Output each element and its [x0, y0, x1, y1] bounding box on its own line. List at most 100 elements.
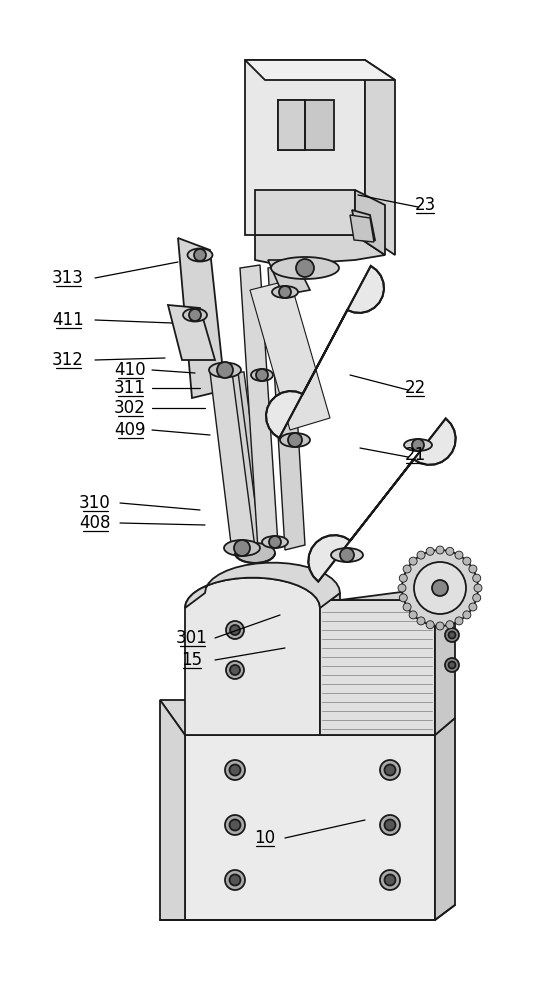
Circle shape — [189, 309, 201, 321]
Polygon shape — [320, 600, 435, 735]
Circle shape — [398, 584, 406, 592]
Circle shape — [455, 551, 463, 559]
Circle shape — [474, 584, 482, 592]
Circle shape — [384, 820, 395, 830]
Circle shape — [194, 249, 206, 261]
Polygon shape — [435, 585, 455, 735]
Circle shape — [225, 870, 245, 890]
Text: 312: 312 — [52, 351, 84, 369]
Polygon shape — [185, 578, 320, 735]
Text: 313: 313 — [52, 269, 84, 287]
Polygon shape — [365, 60, 395, 255]
Text: 408: 408 — [79, 514, 111, 532]
Circle shape — [399, 574, 408, 582]
Circle shape — [417, 617, 425, 625]
Polygon shape — [278, 100, 334, 150]
Text: 10: 10 — [255, 829, 276, 847]
Polygon shape — [268, 265, 305, 550]
Circle shape — [445, 628, 459, 642]
Polygon shape — [240, 265, 278, 550]
Circle shape — [472, 594, 481, 602]
Circle shape — [380, 760, 400, 780]
Ellipse shape — [224, 540, 260, 556]
Circle shape — [409, 611, 417, 619]
Ellipse shape — [404, 439, 432, 451]
Circle shape — [229, 764, 240, 776]
Text: 15: 15 — [182, 651, 202, 669]
Circle shape — [412, 439, 424, 451]
Circle shape — [384, 764, 395, 776]
Polygon shape — [352, 210, 375, 240]
Polygon shape — [278, 100, 305, 150]
Circle shape — [229, 874, 240, 886]
Circle shape — [256, 369, 268, 381]
Polygon shape — [266, 266, 384, 438]
Text: 311: 311 — [114, 379, 146, 397]
Ellipse shape — [272, 286, 298, 298]
Polygon shape — [178, 238, 225, 398]
Circle shape — [229, 820, 240, 830]
Circle shape — [409, 557, 417, 565]
Circle shape — [380, 815, 400, 835]
Circle shape — [296, 259, 314, 277]
Polygon shape — [168, 305, 215, 360]
Polygon shape — [222, 372, 267, 552]
Circle shape — [472, 574, 481, 582]
Circle shape — [288, 433, 302, 447]
Circle shape — [402, 550, 478, 626]
Circle shape — [230, 625, 240, 635]
Text: 22: 22 — [404, 379, 426, 397]
Text: 23: 23 — [414, 196, 436, 214]
Circle shape — [384, 874, 395, 886]
Text: 411: 411 — [52, 311, 84, 329]
Ellipse shape — [235, 543, 275, 563]
Circle shape — [432, 580, 448, 596]
Circle shape — [225, 760, 245, 780]
Ellipse shape — [262, 536, 288, 548]
Text: 310: 310 — [79, 494, 111, 512]
Polygon shape — [255, 190, 355, 235]
Circle shape — [414, 562, 466, 614]
Circle shape — [340, 548, 354, 562]
Circle shape — [269, 536, 281, 548]
Circle shape — [469, 565, 477, 573]
Polygon shape — [160, 700, 185, 920]
Polygon shape — [350, 215, 374, 242]
Ellipse shape — [271, 257, 339, 279]
Circle shape — [217, 362, 233, 378]
Polygon shape — [216, 372, 261, 552]
Polygon shape — [250, 280, 330, 430]
Polygon shape — [210, 372, 255, 552]
Circle shape — [436, 622, 444, 630]
Ellipse shape — [331, 548, 363, 562]
Circle shape — [446, 621, 454, 629]
Circle shape — [436, 546, 444, 554]
Polygon shape — [268, 260, 310, 295]
Circle shape — [448, 632, 455, 639]
Circle shape — [403, 565, 411, 573]
Polygon shape — [245, 60, 365, 235]
Ellipse shape — [183, 308, 207, 322]
Polygon shape — [185, 563, 340, 608]
Circle shape — [403, 603, 411, 611]
Polygon shape — [309, 418, 456, 582]
Circle shape — [225, 815, 245, 835]
Circle shape — [399, 594, 408, 602]
Circle shape — [230, 665, 240, 675]
Text: 409: 409 — [114, 421, 146, 439]
Circle shape — [445, 658, 459, 672]
Polygon shape — [320, 593, 340, 735]
Polygon shape — [160, 700, 435, 735]
Circle shape — [426, 621, 434, 629]
Circle shape — [226, 661, 244, 679]
Polygon shape — [355, 190, 385, 255]
Circle shape — [279, 286, 291, 298]
Text: 410: 410 — [114, 361, 146, 379]
Polygon shape — [255, 235, 385, 265]
Circle shape — [226, 621, 244, 639]
Circle shape — [463, 557, 471, 565]
Text: 21: 21 — [404, 446, 426, 464]
Circle shape — [446, 547, 454, 555]
Circle shape — [463, 611, 471, 619]
Ellipse shape — [209, 362, 241, 377]
